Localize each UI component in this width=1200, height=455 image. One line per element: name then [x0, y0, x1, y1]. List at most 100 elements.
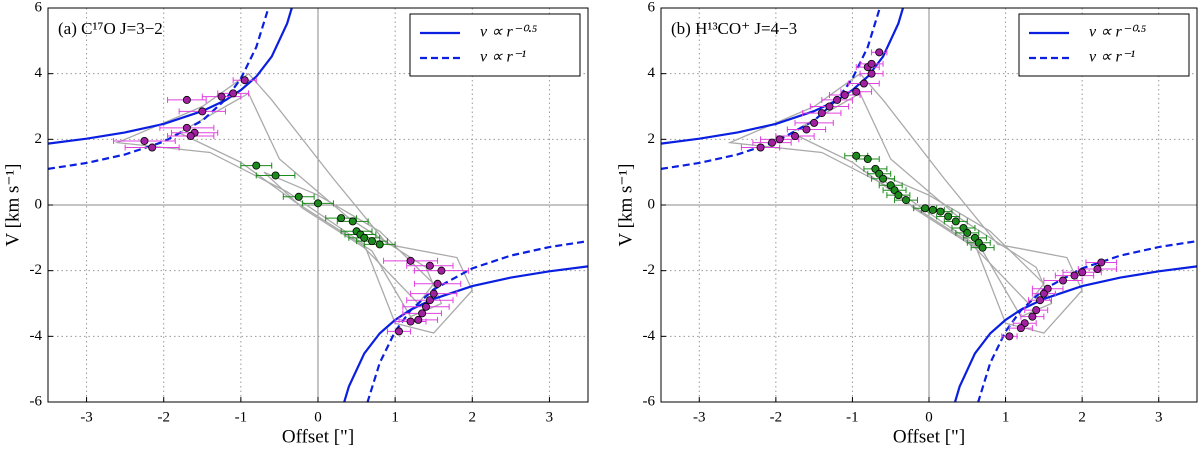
plot-area — [48, 8, 588, 402]
data-point — [902, 196, 911, 205]
data-point — [825, 102, 834, 111]
y-tick-label: 2 — [648, 131, 656, 147]
contour — [874, 171, 1045, 305]
x-axis-label: Offset ["] — [893, 426, 965, 447]
data-point — [775, 135, 784, 144]
data-point — [394, 327, 403, 336]
y-tick-label: 0 — [648, 196, 656, 212]
data-point — [313, 199, 322, 208]
x-tick-label: 2 — [1078, 409, 1086, 425]
x-tick-label: 3 — [1155, 409, 1163, 425]
data-point — [418, 309, 427, 318]
data-point — [367, 237, 376, 246]
x-tick-label: 0 — [314, 409, 322, 425]
data-point — [978, 243, 987, 252]
legend-box — [409, 13, 581, 77]
data-point — [229, 89, 238, 98]
legend-label: v ∝ r⁻⁰·⁵ — [1089, 24, 1147, 41]
y-tick-label: 4 — [648, 65, 656, 81]
y-tick-label: 4 — [35, 65, 43, 81]
data-point — [375, 240, 384, 249]
data-point — [337, 214, 346, 223]
data-point — [1078, 268, 1087, 277]
data-point — [421, 302, 430, 311]
x-axis-label: Offset ["] — [282, 426, 354, 447]
data-point — [894, 191, 903, 200]
y-tick-label: 0 — [35, 196, 43, 212]
y-tick-label: -6 — [643, 393, 656, 409]
x-tick-label: -1 — [235, 409, 248, 425]
data-point — [1036, 296, 1045, 305]
data-point — [879, 174, 888, 183]
contour — [177, 92, 443, 318]
data-point — [802, 125, 811, 134]
data-point — [1032, 306, 1041, 315]
data-point — [294, 192, 303, 201]
x-tick-label: -3 — [80, 409, 93, 425]
x-tick-label: 2 — [469, 409, 477, 425]
x-tick-label: 1 — [391, 409, 399, 425]
y-axis-label: V [km s⁻¹] — [2, 164, 23, 247]
data-point — [1039, 289, 1048, 298]
x-tick-label: 0 — [925, 409, 933, 425]
model-curve — [48, 8, 588, 402]
data-point — [1016, 324, 1025, 333]
contour — [114, 72, 474, 334]
data-point — [198, 107, 207, 116]
data-point — [944, 212, 953, 221]
data-point — [951, 217, 960, 226]
data-point — [425, 296, 434, 305]
data-point — [252, 161, 261, 170]
y-tick-label: -4 — [30, 328, 43, 344]
data-point — [406, 317, 415, 326]
data-point — [240, 76, 249, 85]
data-point — [406, 256, 415, 265]
x-tick-label: -3 — [693, 409, 706, 425]
data-point — [182, 123, 191, 132]
panel-title: (b) H¹³CO⁺ J=4−3 — [671, 19, 797, 38]
data-point — [1005, 332, 1014, 341]
x-tick-label: -2 — [770, 409, 783, 425]
x-tick-label: 1 — [1002, 409, 1010, 425]
data-point — [810, 118, 819, 127]
data-point — [148, 143, 157, 152]
data-point — [217, 92, 226, 101]
y-tick-label: 6 — [35, 0, 43, 15]
plot-area — [661, 8, 1197, 402]
legend-label: v ∝ r⁻¹ — [1089, 49, 1135, 66]
data-point — [768, 138, 777, 147]
data-point — [182, 95, 191, 104]
data-point — [271, 171, 280, 180]
data-point — [840, 91, 849, 100]
legend-label: v ∝ r⁻¹ — [480, 49, 526, 66]
data-point — [791, 132, 800, 141]
legend-box — [1018, 13, 1190, 77]
y-tick-label: 2 — [35, 131, 43, 147]
panel-title: (a) C¹⁷O J=3−2 — [58, 19, 163, 38]
data-point — [756, 143, 765, 152]
y-axis-label: V [km s⁻¹] — [615, 164, 636, 247]
data-point — [936, 207, 945, 216]
data-point — [437, 266, 446, 275]
data-point — [433, 279, 442, 288]
x-tick-label: -1 — [846, 409, 859, 425]
data-point — [360, 233, 369, 242]
data-point — [1059, 276, 1068, 285]
data-point — [817, 109, 826, 118]
data-point — [833, 95, 842, 104]
data-point — [859, 79, 868, 88]
data-point — [921, 204, 930, 213]
data-point — [867, 69, 876, 78]
legend-label: v ∝ r⁻⁰·⁵ — [480, 24, 538, 41]
data-point — [348, 217, 357, 226]
y-tick-label: -2 — [30, 262, 43, 278]
data-point — [1070, 271, 1079, 280]
data-point — [928, 205, 937, 214]
x-tick-label: -2 — [157, 409, 170, 425]
data-point — [1093, 265, 1102, 274]
y-tick-label: -2 — [643, 262, 656, 278]
data-point — [425, 261, 434, 270]
data-point — [1028, 312, 1037, 321]
y-tick-label: -4 — [643, 328, 656, 344]
